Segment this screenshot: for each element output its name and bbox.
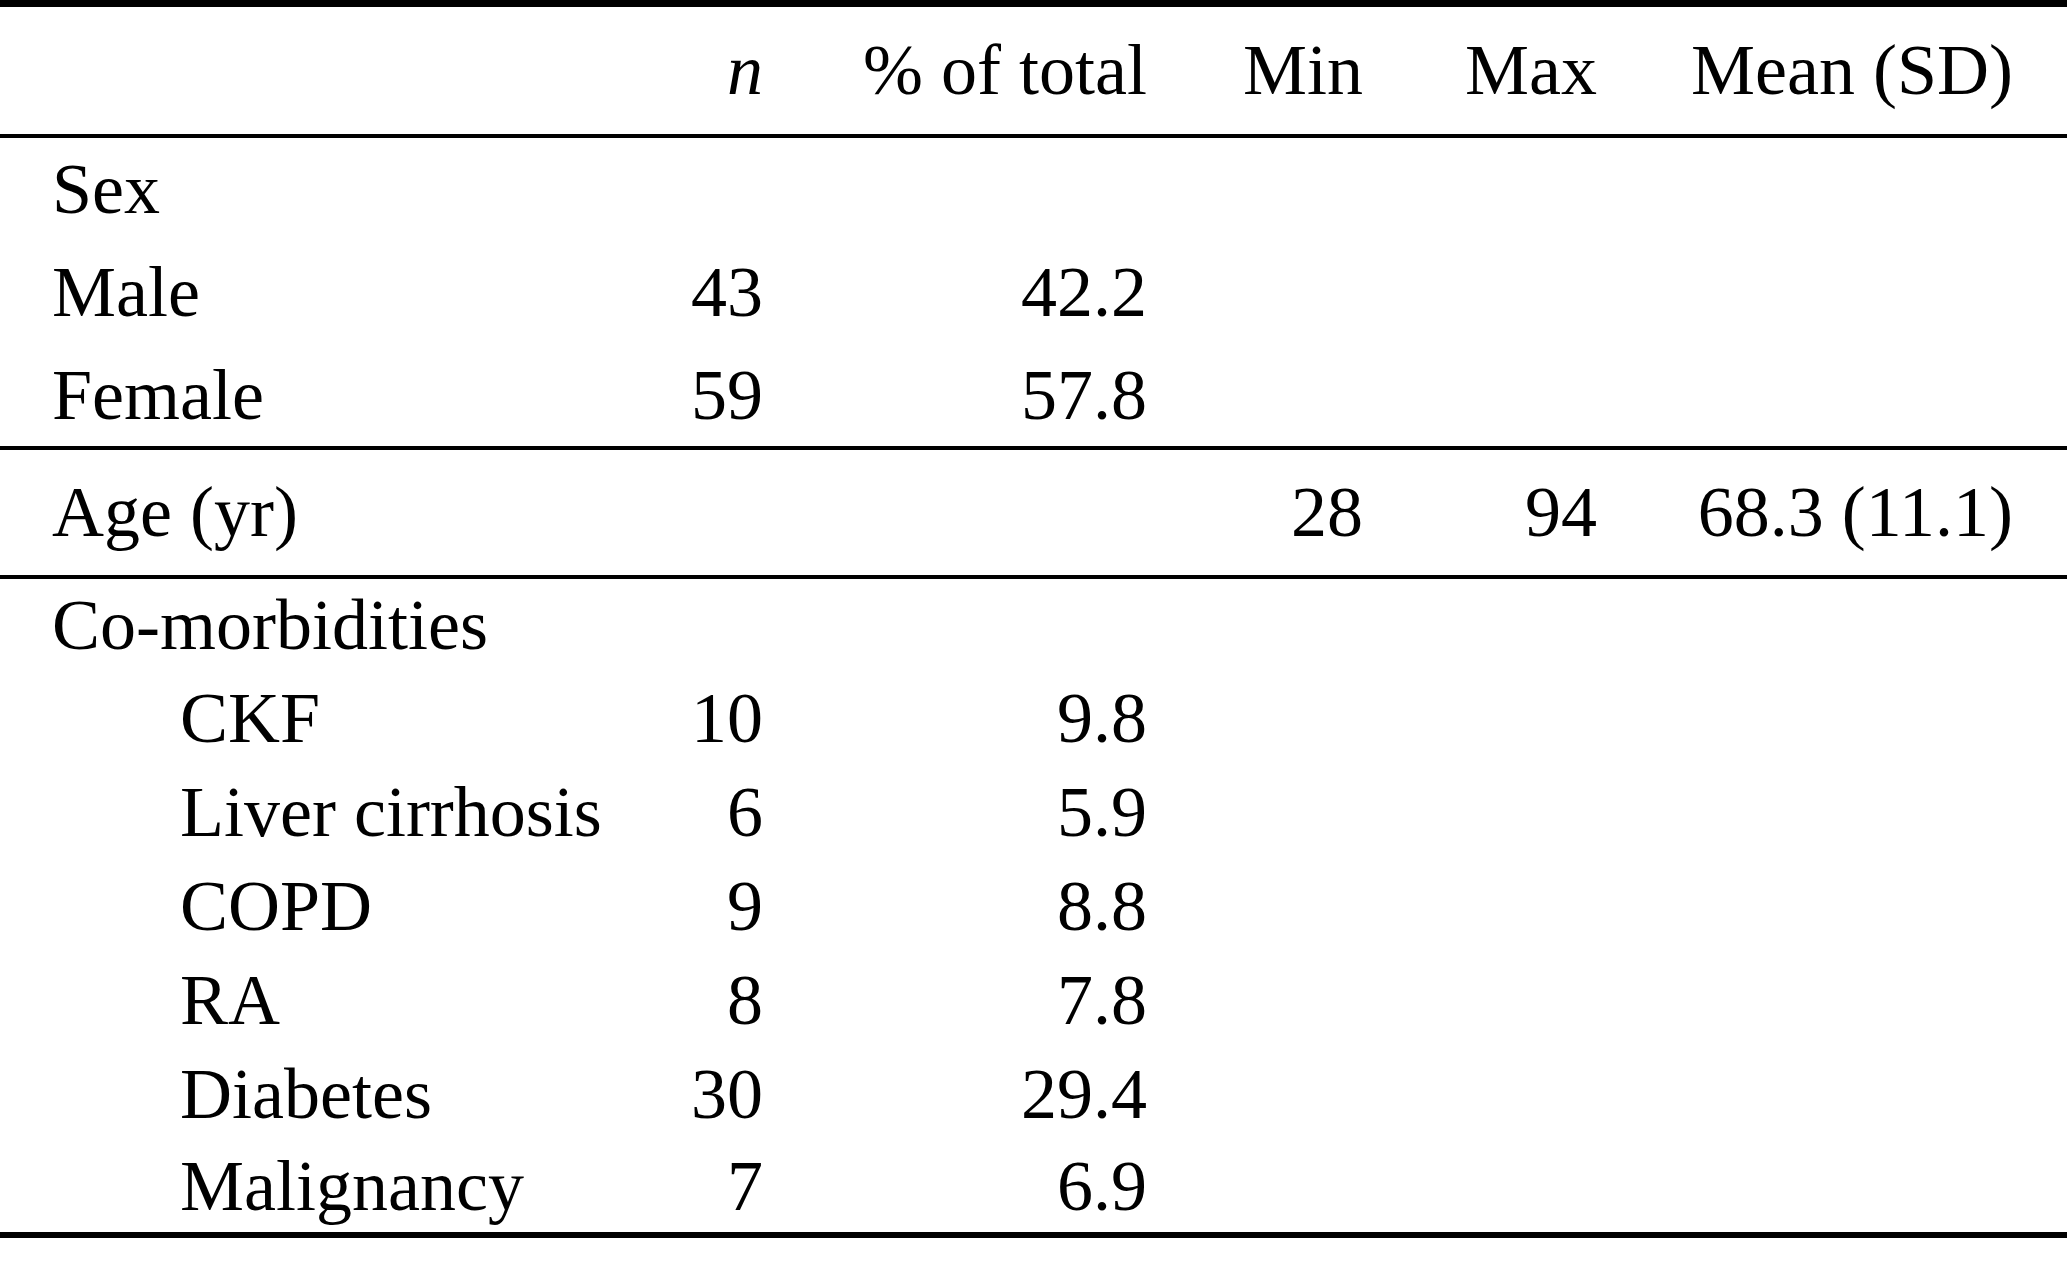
pct-of-total-cell: 42.2 (763, 240, 1147, 344)
header-n: n (560, 4, 763, 136)
row-label-cell: Co-morbidities (0, 577, 560, 671)
header-pct-of-total: % of total (763, 4, 1147, 136)
min-cell (1147, 240, 1363, 344)
mean-sd-cell (1597, 765, 2067, 859)
pct-of-total-cell: 29.4 (763, 1047, 1147, 1141)
max-cell (1363, 671, 1597, 765)
pct-of-total-cell (763, 448, 1147, 577)
table-row: Female5957.8 (0, 344, 2067, 448)
n-cell: 30 (560, 1047, 763, 1141)
table-row: Male4342.2 (0, 240, 2067, 344)
pct-of-total-cell (763, 577, 1147, 671)
pct-of-total-cell: 9.8 (763, 671, 1147, 765)
row-label-cell: Female (0, 344, 560, 448)
max-cell (1363, 136, 1597, 240)
header-min: Min (1147, 4, 1363, 136)
header-row: n % of total Min Max Mean (SD) (0, 4, 2067, 136)
header-mean-sd: Mean (SD) (1597, 4, 2067, 136)
mean-sd-cell (1597, 577, 2067, 671)
min-cell (1147, 344, 1363, 448)
table-row: RA87.8 (0, 953, 2067, 1047)
header-max: Max (1363, 4, 1597, 136)
table-row: Liver cirrhosis65.9 (0, 765, 2067, 859)
min-cell (1147, 1141, 1363, 1235)
mean-sd-cell (1597, 1141, 2067, 1235)
mean-sd-cell (1597, 344, 2067, 448)
table-row: Age (yr) 289468.3 (11.1) (0, 448, 2067, 577)
table-row: COPD98.8 (0, 859, 2067, 953)
row-label-cell: Sex (0, 136, 560, 240)
max-cell (1363, 240, 1597, 344)
demographics-table: n % of total Min Max Mean (SD) SexMale43… (0, 0, 2067, 1238)
min-cell (1147, 859, 1363, 953)
max-cell (1363, 1047, 1597, 1141)
n-cell (560, 136, 763, 240)
max-cell (1363, 953, 1597, 1047)
min-cell (1147, 765, 1363, 859)
section-age: Age (yr) 289468.3 (11.1) (0, 448, 2067, 577)
mean-sd-cell: 68.3 (11.1) (1597, 448, 2067, 577)
max-cell (1363, 1141, 1597, 1235)
min-cell (1147, 577, 1363, 671)
n-cell: 8 (560, 953, 763, 1047)
section-sex: SexMale4342.2Female5957.8 (0, 136, 2067, 448)
pct-of-total-cell: 6.9 (763, 1141, 1147, 1235)
table-row: Malignancy76.9 (0, 1141, 2067, 1235)
row-label-cell: COPD (0, 859, 560, 953)
table-row: CKF109.8 (0, 671, 2067, 765)
mean-sd-cell (1597, 240, 2067, 344)
min-cell (1147, 136, 1363, 240)
row-label-cell: Male (0, 240, 560, 344)
row-label-cell: Malignancy (0, 1141, 560, 1235)
n-cell: 10 (560, 671, 763, 765)
table-row: Sex (0, 136, 2067, 240)
max-cell: 94 (1363, 448, 1597, 577)
row-label-cell: CKF (0, 671, 560, 765)
mean-sd-cell (1597, 1047, 2067, 1141)
row-label-cell: Liver cirrhosis (0, 765, 560, 859)
min-cell (1147, 953, 1363, 1047)
paper-table-page: n % of total Min Max Mean (SD) SexMale43… (0, 0, 2067, 1264)
max-cell (1363, 859, 1597, 953)
n-cell: 59 (560, 344, 763, 448)
n-cell: 43 (560, 240, 763, 344)
mean-sd-cell (1597, 953, 2067, 1047)
mean-sd-cell (1597, 671, 2067, 765)
mean-sd-cell (1597, 859, 2067, 953)
pct-of-total-cell: 7.8 (763, 953, 1147, 1047)
max-cell (1363, 577, 1597, 671)
table-header: n % of total Min Max Mean (SD) (0, 4, 2067, 136)
max-cell (1363, 344, 1597, 448)
n-cell: 9 (560, 859, 763, 953)
row-label-cell: Age (yr) (0, 448, 560, 577)
row-label-cell: RA (0, 953, 560, 1047)
mean-sd-cell (1597, 136, 2067, 240)
pct-of-total-cell: 5.9 (763, 765, 1147, 859)
n-cell: 7 (560, 1141, 763, 1235)
n-cell (560, 448, 763, 577)
min-cell: 28 (1147, 448, 1363, 577)
pct-of-total-cell: 8.8 (763, 859, 1147, 953)
min-cell (1147, 671, 1363, 765)
table-row: Co-morbidities (0, 577, 2067, 671)
max-cell (1363, 765, 1597, 859)
pct-of-total-cell (763, 136, 1147, 240)
table-row: Diabetes3029.4 (0, 1047, 2067, 1141)
min-cell (1147, 1047, 1363, 1141)
pct-of-total-cell: 57.8 (763, 344, 1147, 448)
n-cell (560, 577, 763, 671)
row-label-cell: Diabetes (0, 1047, 560, 1141)
section-comorbidities: Co-morbiditiesCKF109.8Liver cirrhosis65.… (0, 577, 2067, 1235)
header-empty (0, 4, 560, 136)
